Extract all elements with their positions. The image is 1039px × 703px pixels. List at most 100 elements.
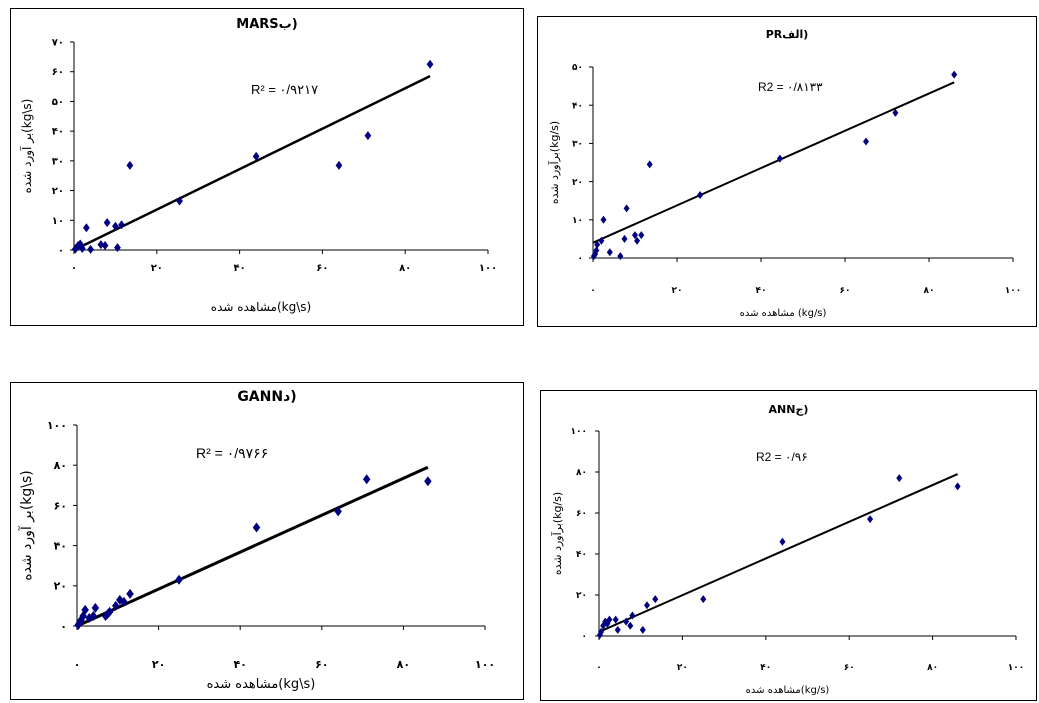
x-tick-label: ۶۰: [840, 286, 851, 296]
y-tick-label: ۸۰: [54, 459, 67, 472]
data-point: [175, 574, 183, 585]
y-tick-label: ۴۰: [572, 101, 583, 111]
data-point: [176, 196, 183, 206]
data-point: [598, 627, 605, 636]
data-point: [112, 600, 120, 611]
data-point: [120, 596, 128, 607]
y-tick-label: ۵۰: [572, 63, 583, 73]
data-point: [896, 474, 903, 483]
chart-title: PRالف): [766, 28, 809, 41]
data-point: [78, 244, 86, 254]
data-point: [77, 614, 85, 625]
data-point: [126, 160, 134, 170]
x-tick-label: ۲۰: [152, 658, 165, 671]
r-squared-annotation: R² = ۰/۹۲۱۷: [251, 82, 318, 97]
y-axis-label: بر آورد شده(kg\s): [19, 99, 35, 194]
data-point: [252, 151, 260, 161]
x-axis-label: مشاهده شده(kg/s): [746, 685, 830, 696]
data-point: [424, 476, 432, 487]
trendline: [76, 465, 429, 628]
data-point: [652, 595, 659, 604]
data-point: [627, 621, 634, 630]
chart-svg-mars: MARSب) ۰ ۱۰ ۲۰ ۳۰ ۴۰ ۵۰ ۶۰ ۷۰ ۰ ۲۰ ۴۰ ۶۰ ۸۰ ۱۰۰ مشاهده …: [19, 17, 497, 314]
data-point: [954, 482, 961, 491]
y-tick-label: ۵۰: [52, 97, 64, 108]
data-point: [697, 190, 704, 199]
chart-panel-ann: ANNج) ۰ ۲۰ ۴۰ ۶۰ ۸۰ ۱۰۰ ۰ ۲۰ ۴۰ ۶۰ ۸۰ ۱۰۰ مشاهده شده(…: [540, 390, 1037, 701]
x-tick-label: ۴۰: [760, 663, 771, 673]
data-point: [334, 506, 342, 517]
x-tick-label: ۴۰: [233, 658, 246, 671]
y-tick-label: ۰: [60, 620, 67, 633]
data-point: [126, 588, 134, 599]
chart-panel-mars: MARSب) ۰ ۱۰ ۲۰ ۳۰ ۴۰ ۵۰ ۶۰ ۷۰ ۰ ۲۰ ۴۰ ۶۰ ۸۰ ۱۰۰ مشاهده …: [10, 8, 524, 326]
y-axis-label: برآورد شده(kg/s): [547, 121, 561, 204]
data-point: [103, 218, 111, 228]
data-point: [614, 625, 621, 634]
r-squared-annotation: R2 = ۰/۸۱۳۳: [758, 80, 823, 94]
y-tick-label: ۰: [582, 632, 588, 642]
data-point: [617, 252, 624, 261]
data-point: [364, 131, 372, 141]
y-tick-label: ۱۰: [572, 216, 583, 226]
data-point: [362, 474, 371, 485]
y-tick-label: ۶۰: [52, 67, 64, 78]
chart-panel-pr: PRالف) ۰ ۱۰ ۲۰ ۳۰ ۴۰ ۵۰ ۰ ۲۰ ۴۰ ۶۰ ۸۰ ۱۰۰ مشاهده شده …: [537, 16, 1037, 327]
data-point: [112, 221, 119, 231]
x-tick-label: ۸۰: [927, 663, 938, 673]
data-point: [623, 204, 630, 213]
data-point: [97, 240, 105, 250]
chart-title: ANNج): [769, 403, 809, 417]
data-point: [638, 231, 645, 240]
data-point: [89, 610, 98, 621]
y-tick-label: ۱۰: [52, 216, 64, 227]
y-tick-label: ۲۰: [52, 186, 64, 197]
data-point: [596, 630, 603, 639]
data-point: [629, 611, 636, 620]
trendline: [73, 75, 431, 252]
x-tick-label: ۰: [71, 263, 77, 274]
data-point: [114, 243, 121, 253]
data-point: [632, 231, 638, 240]
chart-panel-gann: GANNد) ۰ ۲۰ ۴۰ ۶۰ ۸۰ ۱۰۰ ۰ ۲۰ ۴۰ ۶۰ ۸۰ ۱۰۰ مشاهده شده…: [10, 382, 524, 700]
data-point: [776, 154, 783, 163]
x-tick-label: ۰: [596, 663, 602, 673]
data-point: [335, 160, 343, 170]
data-point: [252, 522, 261, 533]
data-point: [634, 236, 641, 245]
data-point: [646, 160, 653, 169]
y-tick-label: ۸۰: [576, 468, 587, 478]
x-tick-label: ۰: [590, 286, 596, 296]
chart-svg-ann: ANNج) ۰ ۲۰ ۴۰ ۶۰ ۸۰ ۱۰۰ ۰ ۲۰ ۴۰ ۶۰ ۸۰ ۱۰۰ مشاهده شده(…: [550, 403, 1024, 696]
x-tick-label: ۴۰: [756, 286, 767, 296]
y-tick-label: ۴۰: [52, 127, 64, 138]
data-point: [105, 606, 114, 617]
x-tick-label: ۲۰: [677, 663, 688, 673]
x-tick-label: ۶۰: [315, 658, 328, 671]
data-point: [867, 515, 874, 524]
x-tick-label: ۸۰: [399, 263, 411, 274]
y-axis-label: بر آورد شده(kg\s): [18, 470, 35, 581]
r-squared-annotation: R2 = ۰/۹۶: [756, 450, 808, 464]
data-point: [81, 604, 89, 615]
y-tick-label: ۶۰: [54, 499, 67, 512]
x-tick-label: ۶۰: [844, 663, 855, 673]
data-point: [118, 220, 125, 230]
data-point: [623, 617, 630, 626]
y-tick-label: ۲۰: [54, 580, 67, 593]
chart-svg-gann: GANNد) ۰ ۲۰ ۴۰ ۶۰ ۸۰ ۱۰۰ ۰ ۲۰ ۴۰ ۶۰ ۸۰ ۱۰۰ مشاهده شده…: [18, 389, 495, 692]
x-tick-label: ۱۰۰: [475, 658, 495, 671]
x-axis-label: مشاهده شده(kg\s): [211, 300, 311, 314]
r-squared-annotation: R² = ۰/۹۷۶۶: [196, 445, 268, 461]
y-tick-label: ۱۰۰: [571, 427, 587, 437]
x-tick-label: ۲۰: [151, 263, 163, 274]
y-tick-label: ۲۰: [572, 178, 583, 188]
trendline: [592, 81, 955, 244]
x-tick-label: ۸۰: [397, 658, 410, 671]
data-point: [91, 602, 100, 613]
data-point: [75, 617, 84, 628]
data-point: [612, 615, 619, 624]
y-tick-label: ۴۰: [576, 550, 587, 560]
chart-title: MARSب): [236, 17, 297, 32]
x-tick-label: ۴۰: [233, 263, 245, 274]
